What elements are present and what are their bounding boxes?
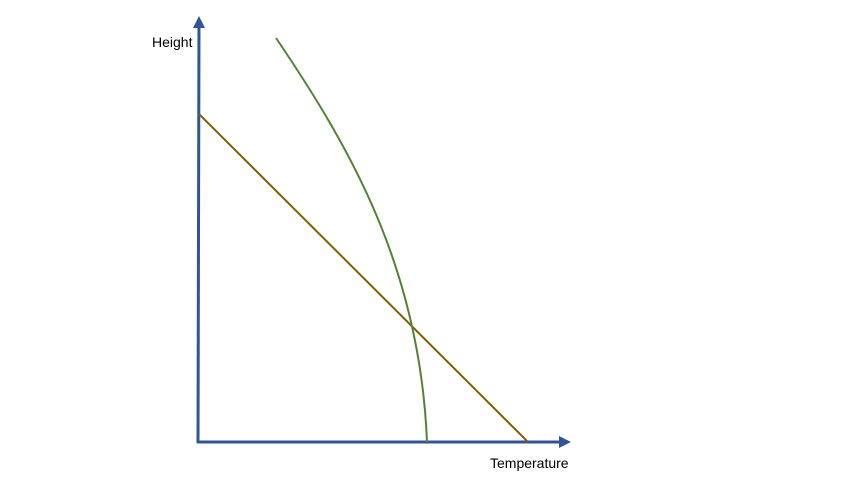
- curved-line: [275, 37, 428, 443]
- y-axis: [192, 16, 205, 444]
- y-axis-label: Height: [152, 34, 193, 50]
- x-axis-label: Temperature: [490, 455, 569, 471]
- straight-line: [198, 113, 529, 443]
